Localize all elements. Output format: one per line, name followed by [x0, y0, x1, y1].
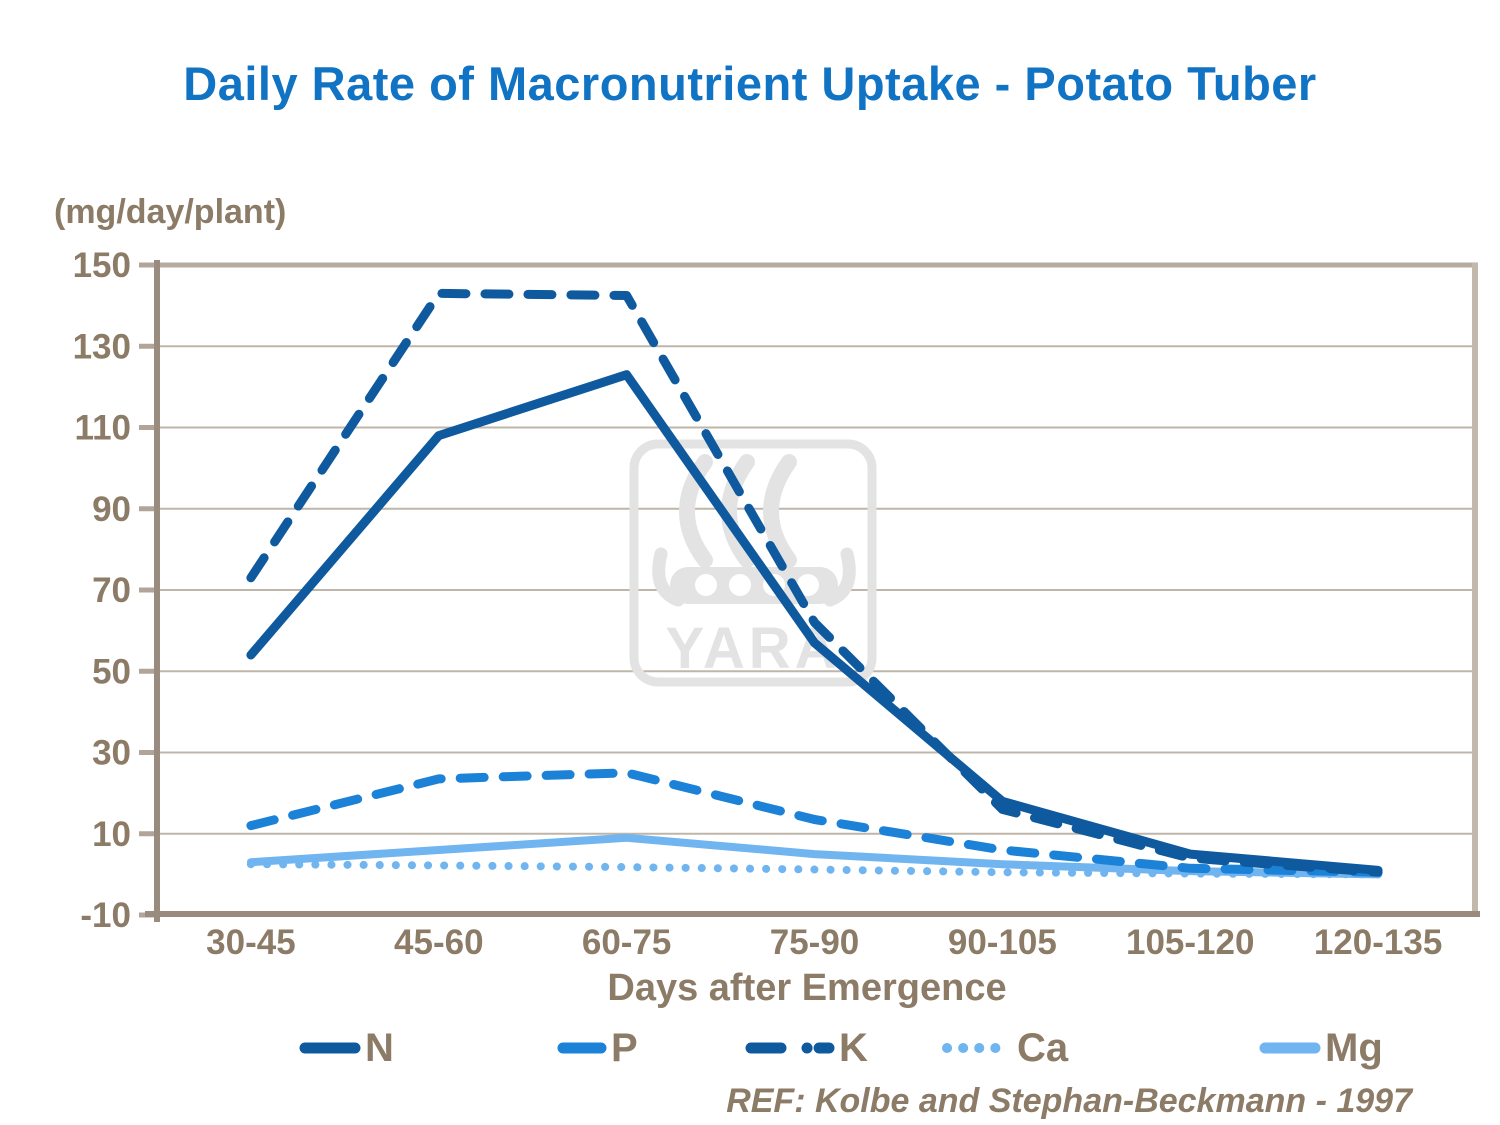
x-category-label-120-135: 120-135 — [1314, 923, 1442, 962]
legend: N P K Ca Mg — [0, 1024, 1500, 1072]
gridlines-layer — [157, 264, 1472, 916]
legend-label-P: P — [611, 1026, 638, 1070]
series-line-K — [246, 288, 1383, 877]
yara-watermark: YARA — [629, 439, 877, 687]
y-tick-label-10: 10 — [92, 815, 131, 854]
chart-title: Daily Rate of Macronutrient Uptake - Pot… — [183, 57, 1317, 110]
legend-item-Mg: Mg — [1258, 1024, 1383, 1072]
legend-label-K: K — [839, 1026, 868, 1070]
y-tick-label-50: 50 — [92, 652, 131, 691]
y-tick-label-90: 90 — [92, 490, 131, 529]
legend-label-Ca: Ca — [1017, 1026, 1069, 1070]
series-line-P — [246, 768, 1383, 877]
legend-item-N: N — [298, 1024, 394, 1072]
series-line-N — [246, 370, 1383, 875]
axes-layer: 150 130 110 90 70 50 30 10 -10 30-45 45-60 60-75 75-… — [73, 246, 1480, 962]
legend-marker-Ca-icon — [942, 1043, 1012, 1053]
y-axis-unit-label: (mg/day/plant) — [54, 193, 287, 231]
legend-marker-Mg-icon — [1259, 1042, 1321, 1054]
x-category-label-60-75: 60-75 — [582, 923, 672, 962]
series-line-Ca — [246, 860, 1383, 879]
y-tick-label-70: 70 — [92, 571, 131, 610]
legend-marker-P-icon — [557, 1042, 607, 1054]
x-category-label-30-45: 30-45 — [206, 923, 296, 962]
legend-label-N: N — [365, 1026, 394, 1070]
legend-item-P: P — [556, 1024, 638, 1072]
y-tick-label-110: 110 — [75, 409, 131, 448]
y-tick-label-30: 30 — [92, 734, 131, 773]
y-tick-label--10: -10 — [80, 896, 131, 935]
legend-label-Mg: Mg — [1325, 1026, 1383, 1070]
x-category-label-45-60: 45-60 — [394, 923, 484, 962]
legend-item-K: K — [744, 1024, 868, 1072]
legend-marker-K-icon — [745, 1042, 835, 1054]
y-tick-label-130: 130 — [73, 327, 131, 366]
x-axis-title: Days after Emergence — [607, 967, 1007, 1009]
series-layer — [246, 288, 1383, 879]
reference-text: REF: Kolbe and Stephan-Beckmann - 1997 — [726, 1082, 1412, 1120]
x-category-label-90-105: 90-105 — [948, 923, 1057, 962]
x-category-label-105-120: 105-120 — [1126, 923, 1254, 962]
legend-item-Ca: Ca — [940, 1024, 1068, 1072]
x-category-label-75-90: 75-90 — [770, 923, 860, 962]
y-tick-label-150: 150 — [73, 246, 131, 285]
legend-marker-N-icon — [299, 1042, 361, 1054]
watermark-border — [629, 439, 877, 687]
